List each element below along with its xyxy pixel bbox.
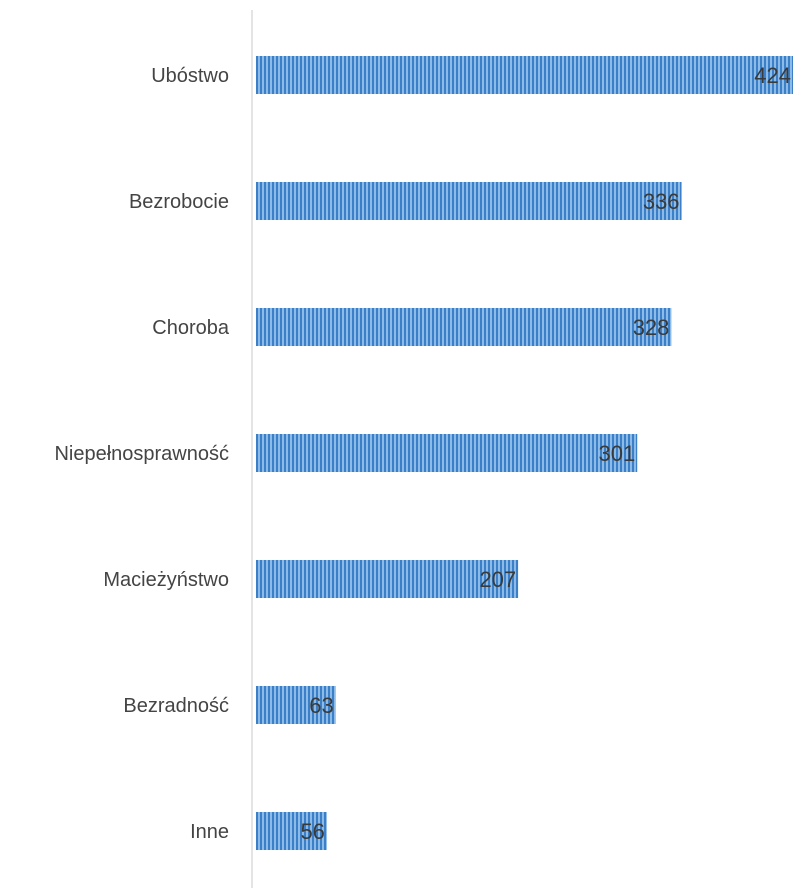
category-label: Niepełnosprawność [54,443,229,465]
bar [256,812,327,850]
bar [256,56,793,94]
bar [256,686,336,724]
category-label: Bezradność [123,695,229,717]
data-label: 336 [643,189,680,214]
bar [256,434,638,472]
category-label: Ubóstwo [151,65,229,87]
category-label: Choroba [152,317,230,339]
data-label: 328 [633,315,670,340]
data-label: 63 [309,693,333,718]
bar [256,560,519,598]
category-label: Bezrobocie [129,191,229,213]
category-label: Macieżyństwo [103,569,229,591]
data-label: 207 [479,567,516,592]
bar [256,182,682,220]
bar [256,308,672,346]
data-label: 56 [300,819,324,844]
data-labels: 424 336 328 301 207 63 56 [300,63,791,844]
category-label: Inne [190,821,229,843]
data-label: 424 [754,63,791,88]
category-labels: Ubóstwo Bezrobocie Choroba Niepełnosprawnoś… [54,65,229,843]
bars-group [256,56,793,850]
data-label: 301 [599,441,636,466]
